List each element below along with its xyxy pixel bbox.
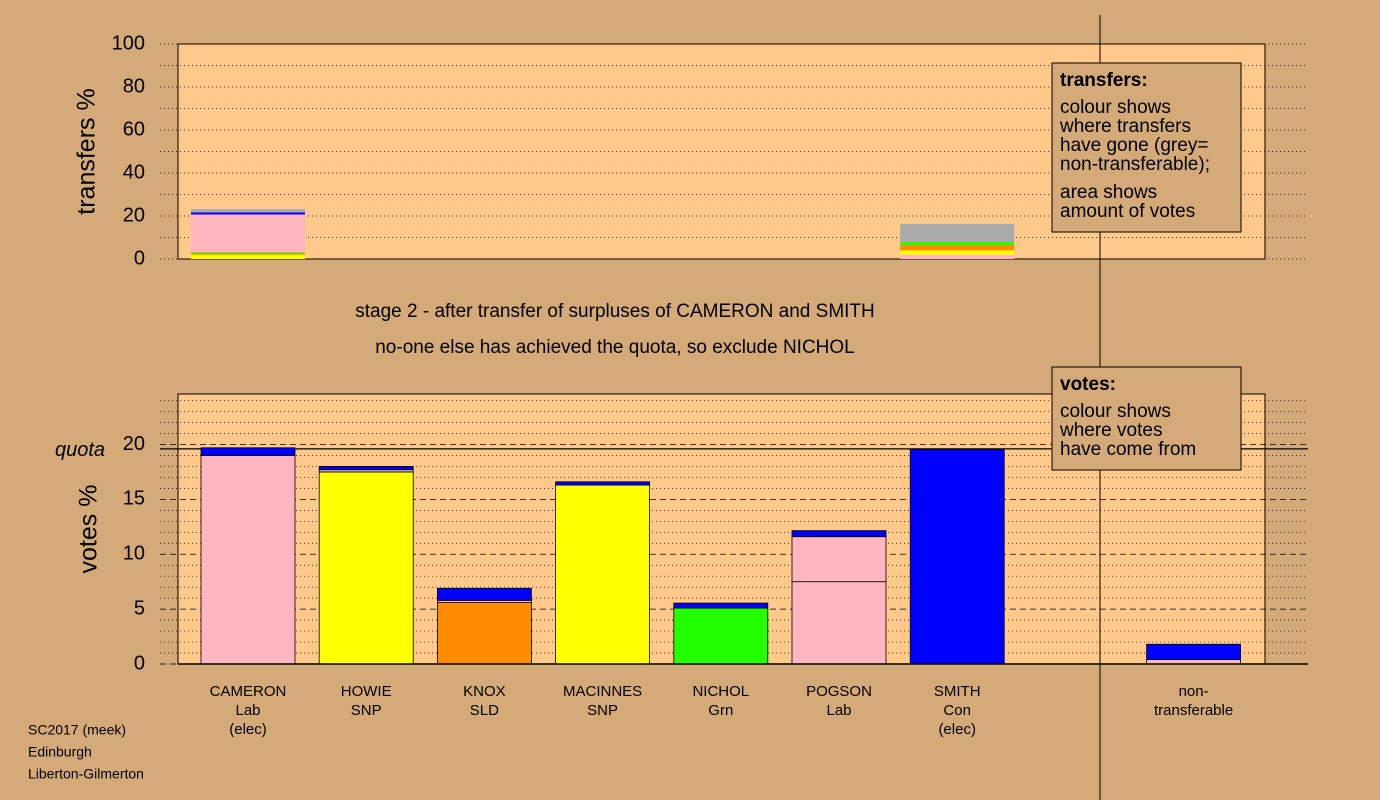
- bar-segment: [900, 223, 1015, 242]
- bar-segment: [191, 252, 305, 254]
- x-tick-label: CAMERON: [210, 683, 287, 700]
- y-axis-label: transfers %: [73, 88, 101, 214]
- bar-segment: [191, 253, 305, 255]
- bar-segment: [673, 607, 769, 665]
- bar-segment: [436, 602, 532, 665]
- y-tick-label: 0: [134, 247, 145, 269]
- legend-line: colour shows: [1060, 401, 1171, 422]
- x-tick-label: (elec): [938, 721, 976, 738]
- legend-line: amount of votes: [1060, 201, 1195, 222]
- footer-line: Liberton-Gilmerton: [28, 766, 144, 782]
- footer-line: SC2017 (meek): [28, 722, 126, 738]
- bar-segment: [555, 481, 650, 486]
- x-tick-label: SNP: [587, 702, 618, 719]
- x-tick-label: KNOX: [463, 683, 506, 700]
- bar-segment: [673, 602, 769, 609]
- bar-segment: [191, 214, 305, 253]
- stage-line: no-one else has achieved the quota, so e…: [375, 337, 855, 358]
- bar-segment: [791, 530, 887, 538]
- bar-segment: [791, 581, 887, 665]
- bar-segment: [900, 241, 1015, 246]
- legend-line: have gone (grey=: [1060, 135, 1208, 156]
- legend-line: have come from: [1060, 439, 1196, 460]
- y-tick-label: 80: [123, 75, 145, 97]
- x-tick-label: NICHOL: [692, 683, 749, 700]
- legend-box: [1051, 62, 1242, 233]
- bar-segment: [318, 471, 414, 665]
- bar-segment: [318, 466, 414, 471]
- bar-segment: [191, 209, 305, 213]
- bar-segment: [900, 245, 1015, 251]
- legend-line: area shows: [1060, 182, 1157, 203]
- legend-title: transfers:: [1060, 70, 1148, 91]
- bar-segment: [1146, 643, 1241, 661]
- x-tick-label: SNP: [351, 702, 382, 719]
- bar-segment: [909, 449, 1005, 665]
- legend-line: non-transferable);: [1060, 154, 1210, 175]
- quota-label: quota: [55, 439, 105, 461]
- x-tick-label: non-: [1179, 683, 1209, 700]
- bar-segment: [200, 447, 296, 456]
- x-tick-label: Con: [943, 702, 971, 719]
- bar-segment: [900, 250, 1015, 255]
- x-tick-label: (elec): [229, 721, 267, 738]
- y-tick-label: 5: [134, 597, 145, 619]
- x-tick-label: HOWIE: [341, 683, 392, 700]
- x-tick-label: Lab: [235, 702, 260, 719]
- legend-line: colour shows: [1060, 97, 1171, 118]
- x-tick-label: Lab: [826, 702, 851, 719]
- bar-segment: [555, 484, 650, 665]
- legend-title: votes:: [1060, 374, 1116, 395]
- bar-segment: [191, 212, 305, 215]
- y-tick-label: 10: [123, 543, 145, 565]
- legend-line: where transfers: [1059, 116, 1191, 137]
- bar-segment: [436, 587, 532, 601]
- y-tick-label: 15: [123, 488, 145, 510]
- x-tick-label: SMITH: [934, 683, 981, 700]
- bar-segment: [900, 254, 1015, 259]
- legend-box: [1051, 366, 1242, 471]
- bar-segment: [191, 254, 305, 259]
- legend-line: where votes: [1059, 420, 1162, 441]
- bar-segment: [200, 455, 296, 665]
- x-tick-label: transferable: [1154, 702, 1233, 719]
- y-tick-label: 100: [112, 32, 145, 54]
- x-tick-label: Grn: [708, 702, 733, 719]
- x-tick-label: SLD: [470, 702, 499, 719]
- stage-line: stage 2 - after transfer of surpluses of…: [355, 301, 875, 322]
- x-tick-label: MACINNES: [563, 683, 642, 700]
- y-tick-label: 40: [123, 161, 145, 183]
- x-tick-label: POGSON: [806, 683, 872, 700]
- y-tick-label: 20: [123, 433, 145, 455]
- y-tick-label: 60: [123, 118, 145, 140]
- y-tick-label: 20: [123, 204, 145, 226]
- y-tick-label: 0: [134, 652, 145, 674]
- footer-line: Edinburgh: [28, 744, 92, 760]
- y-axis-label: votes %: [75, 485, 103, 574]
- bar-segment: [791, 536, 887, 583]
